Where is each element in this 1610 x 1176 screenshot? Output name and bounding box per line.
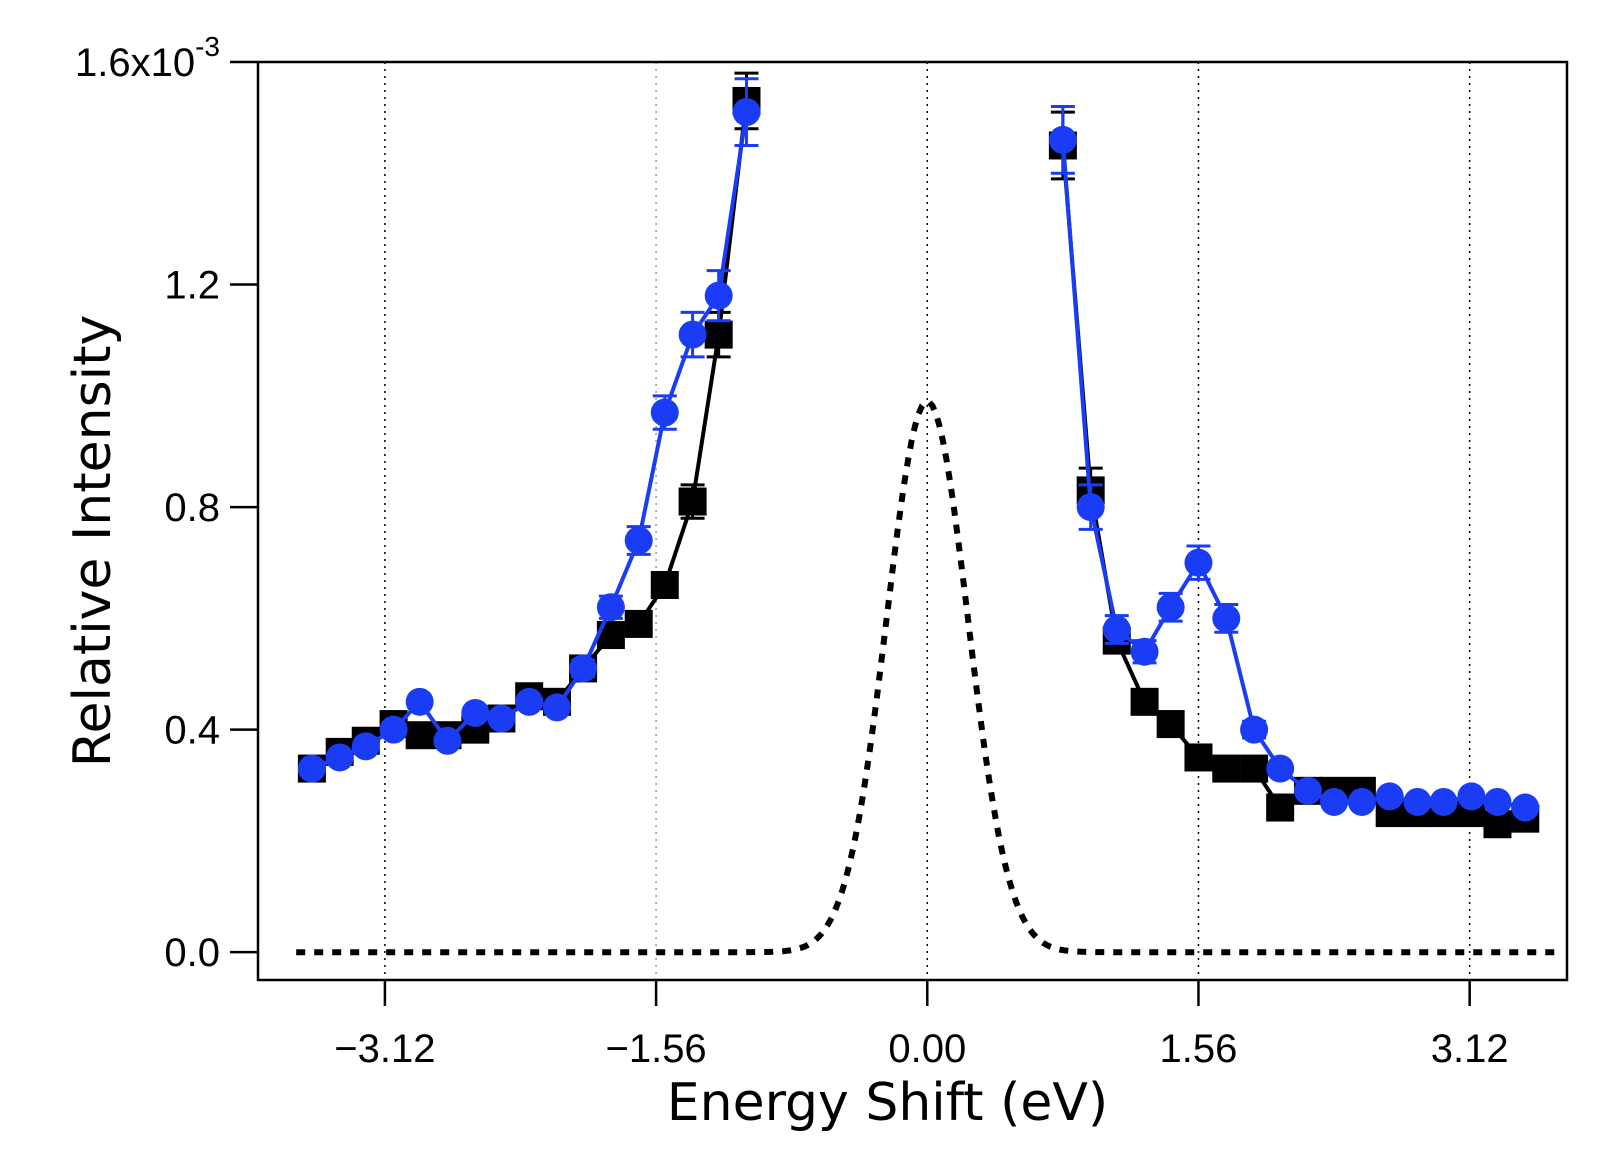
data-point-circle [1048, 125, 1077, 154]
data-point-square [1266, 793, 1295, 822]
data-point-circle [351, 732, 380, 761]
data-point-circle [433, 726, 462, 755]
data-point-square [1212, 754, 1241, 783]
data-point-circle [1293, 776, 1322, 805]
data-point-circle [650, 398, 679, 427]
series-4 [296, 398, 1559, 956]
x-tick-labels: −3.12 −1.56 0.00 1.56 3.12 [334, 1027, 1508, 1071]
data-point-circle [732, 98, 761, 127]
data-point-circle [1130, 637, 1159, 666]
series-line [311, 111, 749, 771]
x-tick-label: 3.12 [1431, 1027, 1509, 1071]
x-axis-title: Energy Shift (eV) [667, 1073, 1108, 1133]
data-point-circle [461, 698, 490, 727]
data-point-square [704, 320, 733, 349]
data-point-circle [1429, 787, 1458, 816]
series-1 [297, 77, 761, 783]
data-point-circle [543, 693, 572, 722]
series-3 [1048, 105, 1540, 822]
data-point-circle [325, 743, 354, 772]
data-point-circle [1347, 787, 1376, 816]
x-tick-label: −1.56 [605, 1027, 706, 1071]
data-point-circle [624, 526, 653, 555]
y-axis-title: Relative Intensity [63, 315, 123, 768]
data-point-circle [1266, 754, 1295, 783]
data-point-circle [297, 754, 326, 783]
data-point-circle [596, 593, 625, 622]
data-point-circle [1375, 782, 1404, 811]
axis-ticks [230, 60, 1471, 1006]
data-point-circle [405, 687, 434, 716]
data-point-circle [704, 281, 733, 310]
y-tick-label: 1.2 [164, 264, 220, 308]
y-tick-label: 0.0 [164, 931, 220, 975]
data-point-square [1156, 710, 1185, 739]
data-point-circle [1240, 715, 1269, 744]
data-point-circle [379, 715, 408, 744]
data-point-circle [1212, 604, 1241, 633]
data-point-circle [1076, 493, 1105, 522]
series-line [310, 100, 749, 771]
data-point-square [1240, 754, 1269, 783]
elastic-line-curve [296, 398, 1559, 956]
series-layer [296, 71, 1559, 956]
data-point-square [1184, 743, 1213, 772]
data-point-square [678, 487, 707, 516]
data-point-circle [1457, 782, 1486, 811]
y-tick-label: 1.6x10-3 [75, 31, 220, 85]
series-line [1060, 145, 1526, 827]
data-point-square [1130, 687, 1159, 716]
data-point-circle [1184, 548, 1213, 577]
plot-frame [256, 60, 1569, 982]
series-0 [297, 71, 761, 783]
data-point-square [650, 570, 679, 599]
data-point-square [624, 609, 653, 638]
y-tick-label: 0.4 [164, 709, 220, 753]
data-point-circle [1102, 615, 1131, 644]
y-exponent: -3 [195, 31, 220, 62]
data-point-circle [1403, 787, 1432, 816]
data-point-circle [515, 687, 544, 716]
x-tick-label: 0.00 [888, 1027, 966, 1071]
x-tick-label: 1.56 [1160, 1027, 1238, 1071]
data-point-circle [1156, 593, 1185, 622]
data-point-circle [678, 320, 707, 349]
grid-lines [384, 62, 1471, 980]
data-point-circle [569, 654, 598, 683]
series-2 [1048, 110, 1540, 839]
y-tick-label: 0.8 [164, 486, 220, 530]
x-tick-label: −3.12 [334, 1027, 435, 1071]
data-point-circle [487, 704, 516, 733]
data-point-circle [1483, 787, 1512, 816]
data-point-circle [1511, 793, 1540, 822]
data-point-square [405, 721, 434, 750]
data-point-circle [1320, 787, 1349, 816]
